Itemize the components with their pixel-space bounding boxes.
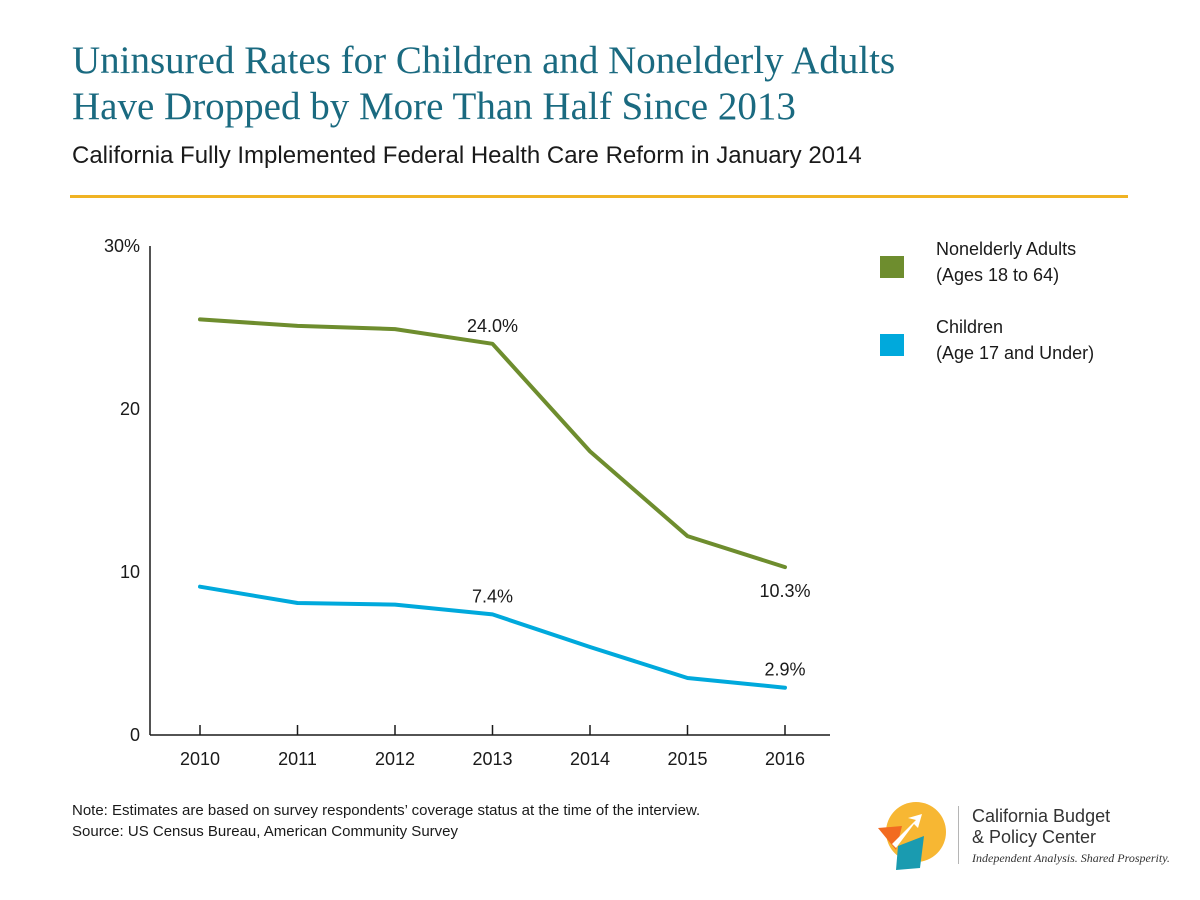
y-tick-label-1: 10: [120, 562, 140, 582]
data-label-adults-2013: 24.0%: [467, 316, 518, 336]
x-tick-label-2010: 2010: [180, 749, 220, 769]
logo-mark-icon: [878, 802, 946, 870]
logo-divider: [958, 806, 959, 864]
legend-label-adults-line-1: Nonelderly Adults: [936, 239, 1077, 259]
x-tick-label-2012: 2012: [375, 749, 415, 769]
legend-label-adults-line-2: (Ages 18 to 64): [936, 265, 1060, 285]
chart-title: Uninsured Rates for Children and Nonelde…: [72, 38, 1172, 130]
organization-logo: California Budget & Policy Center Indepe…: [876, 800, 1176, 880]
note-text: Note: Estimates are based on survey resp…: [72, 802, 701, 819]
y-tick-label-0: 0: [130, 725, 140, 745]
y-tick-label-2: 20: [120, 399, 140, 419]
title-divider: [70, 195, 1128, 198]
logo-name-line-2: & Policy Center: [972, 827, 1097, 847]
chart-title-line-1: Uninsured Rates for Children and Nonelde…: [72, 39, 896, 82]
legend-label-children-line-2: (Age 17 and Under): [936, 343, 1095, 363]
source-text: Source: US Census Bureau, American Commu…: [72, 823, 458, 840]
chart-subtitle: California Fully Implemented Federal Hea…: [72, 142, 862, 169]
data-label-adults-2016: 10.3%: [759, 581, 810, 601]
series-line-children: [198, 584, 787, 690]
data-label-children-2013: 7.4%: [472, 586, 513, 606]
legend-label-children-line-1: Children: [936, 317, 1004, 337]
legend-swatch-adults: [880, 256, 904, 278]
x-tick-label-2016: 2016: [765, 749, 805, 769]
legend-swatch-children: [880, 334, 904, 356]
data-label-children-2016: 2.9%: [764, 660, 805, 680]
chart-notes: Note: Estimates are based on survey resp…: [72, 800, 700, 842]
x-tick-label-2015: 2015: [667, 749, 707, 769]
x-tick-label-2014: 2014: [570, 749, 610, 769]
logo-name-line-1: California Budget: [972, 806, 1111, 826]
x-tick-label-2013: 2013: [472, 749, 512, 769]
chart-title-line-2: Have Dropped by More Than Half Since 201…: [72, 85, 796, 128]
logo-tagline: Independent Analysis. Shared Prosperity.: [972, 851, 1170, 865]
y-tick-label-3: 30%: [104, 236, 140, 256]
series-line-adults: [198, 317, 787, 570]
x-tick-label-2011: 2011: [278, 749, 317, 769]
